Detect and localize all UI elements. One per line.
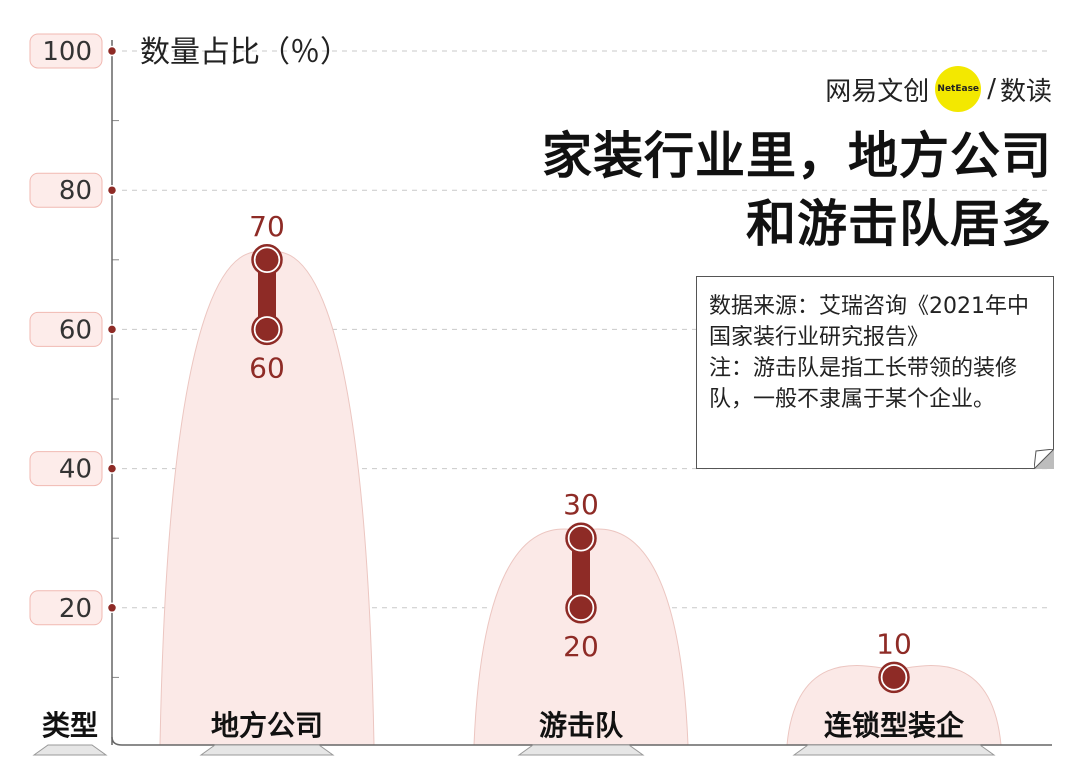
tick-dot-60 bbox=[106, 324, 118, 335]
brand-name: 网易文创 bbox=[825, 76, 930, 107]
chart-title-line-2: 和游击队居多 bbox=[746, 195, 1052, 253]
tick-label-60: 60 bbox=[59, 315, 92, 345]
category-tab-3 bbox=[792, 744, 996, 756]
remark-text: 注：游击队是指工长带领的装修队，一般不隶属于某个企业。 bbox=[709, 356, 1018, 412]
value-label-3: 10 bbox=[876, 627, 912, 660]
tick-dot-80 bbox=[106, 184, 118, 196]
x-axis-line bbox=[111, 736, 1052, 746]
low-point-1 bbox=[252, 314, 282, 344]
x-axis-title: 类型 bbox=[42, 709, 98, 742]
high-point-1 bbox=[252, 245, 282, 275]
tick-dot-20 bbox=[106, 602, 118, 614]
tick-dot-100 bbox=[106, 45, 118, 57]
category-label-1: 地方公司 bbox=[211, 709, 323, 742]
category-label-2: 游击队 bbox=[539, 709, 624, 742]
chart-title-line-1: 家装行业里，地方公司 bbox=[542, 127, 1052, 185]
tick-label-40: 40 bbox=[59, 455, 92, 485]
chart-title: 家装行业里，地方公司 和游击队居多 bbox=[542, 122, 1052, 258]
brand-logo: 网易文创 NetEase / 数读 bbox=[825, 66, 1052, 112]
tick-badge-60 bbox=[29, 311, 103, 347]
point-3 bbox=[879, 662, 909, 692]
tick-label-100: 100 bbox=[42, 37, 92, 67]
y-axis-title: 数量占比（％） bbox=[140, 35, 350, 70]
category-tab-2 bbox=[517, 744, 645, 756]
page-fold-icon bbox=[1034, 449, 1054, 469]
brand-separator: / bbox=[987, 74, 996, 104]
low-value-label-1: 60 bbox=[249, 351, 285, 384]
tick-badge-20 bbox=[29, 590, 103, 626]
low-point-ring-1 bbox=[251, 313, 283, 346]
source-note: 数据来源：艾瑞咨询《2021年中国家装行业研究报告》 注：游击队是指工长带领的装… bbox=[696, 276, 1054, 469]
high-value-label-1: 70 bbox=[249, 210, 285, 243]
high-value-label-2: 30 bbox=[563, 488, 599, 521]
category-tab-1 bbox=[199, 744, 335, 756]
range-bar-1 bbox=[258, 259, 276, 330]
low-point-2 bbox=[566, 593, 596, 623]
high-point-ring-1 bbox=[251, 244, 283, 276]
low-point-ring-2 bbox=[565, 592, 597, 624]
tick-badge-80 bbox=[29, 172, 103, 208]
high-point-ring-2 bbox=[565, 522, 597, 554]
tick-label-20: 20 bbox=[59, 594, 92, 624]
tick-badge-100 bbox=[29, 33, 103, 69]
brand-product: 数读 bbox=[999, 76, 1052, 107]
netease-badge-icon: NetEase bbox=[935, 66, 982, 112]
x-axis-title-tab bbox=[32, 744, 108, 756]
category-label-3: 连锁型装企 bbox=[824, 709, 965, 742]
range-bar-2 bbox=[572, 538, 590, 608]
low-value-label-2: 20 bbox=[563, 630, 599, 663]
high-point-2 bbox=[566, 523, 596, 553]
source-text: 数据来源：艾瑞咨询《2021年中国家装行业研究报告》 bbox=[709, 294, 1029, 350]
tick-dot-40 bbox=[106, 463, 118, 474]
tick-label-80: 80 bbox=[59, 176, 92, 206]
tick-badge-40 bbox=[29, 451, 103, 487]
point-ring-3 bbox=[878, 661, 910, 694]
